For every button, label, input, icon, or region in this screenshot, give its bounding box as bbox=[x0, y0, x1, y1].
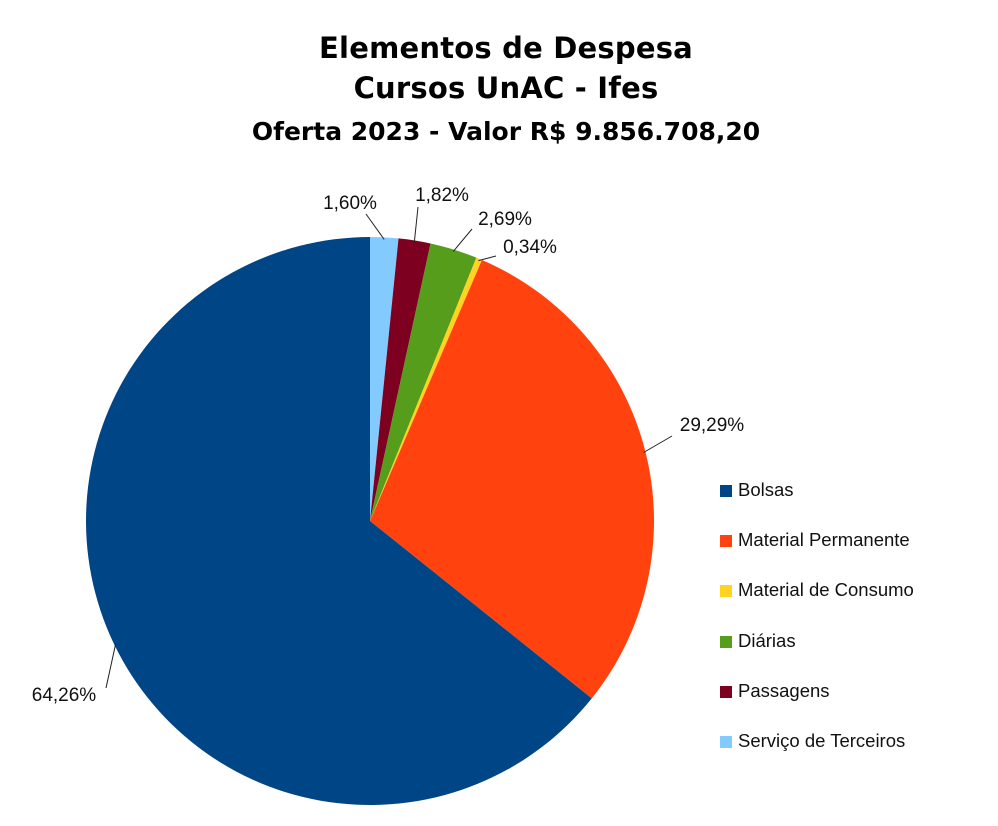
data-label-passagens: 1,82% bbox=[415, 185, 469, 206]
data-label-diarias: 2,69% bbox=[478, 209, 532, 230]
legend-swatch bbox=[720, 635, 732, 648]
chart-title: Elementos de Despesa Cursos UnAC - Ifes … bbox=[0, 28, 998, 156]
legend-label: Material de Consumo bbox=[738, 579, 914, 601]
leader-line-servico-de-terceiros bbox=[365, 213, 385, 240]
chart-title-line-2: Cursos UnAC - Ifes bbox=[353, 71, 659, 105]
chart-title-line-1: Elementos de Despesa bbox=[319, 31, 693, 65]
legend-item-material-permanente: Material Permanente bbox=[720, 528, 914, 578]
leader-line-bolsas bbox=[105, 643, 117, 689]
chart-subtitle: Oferta 2023 - Valor R$ 9.856.708,20 bbox=[251, 117, 761, 146]
legend-label: Serviço de Terceiros bbox=[738, 729, 906, 751]
data-label-material-de-consumo: 0,34% bbox=[503, 237, 557, 258]
legend-swatch bbox=[720, 685, 732, 698]
leader-line-material-de-consumo bbox=[478, 255, 497, 262]
chart-legend: Bolsas Material Permanente Material de Con… bbox=[720, 478, 914, 779]
pie-slice-servico-de-terceiros bbox=[370, 237, 399, 521]
legend-item-bolsas: Bolsas bbox=[720, 478, 914, 528]
pie-slice-material-de-consumo bbox=[370, 257, 482, 521]
pie-slice-material-permanente bbox=[370, 260, 655, 699]
legend-label: Material Permanente bbox=[738, 529, 910, 551]
legend-swatch bbox=[720, 585, 732, 598]
pie-slice-passagens bbox=[370, 238, 431, 522]
leader-line-material-permanente bbox=[643, 435, 673, 453]
legend-swatch bbox=[720, 735, 732, 748]
legend-swatch bbox=[720, 485, 732, 497]
data-label-bolsas: 64,26% bbox=[32, 685, 97, 706]
legend-item-servico-de-terceiros: Serviço de Terceiros bbox=[720, 729, 914, 779]
legend-item-passagens: Passagens bbox=[720, 679, 914, 729]
leader-line-diarias bbox=[452, 228, 473, 252]
data-label-material-permanente: 29,29% bbox=[680, 415, 745, 436]
pie-slice-bolsas bbox=[86, 237, 592, 805]
legend-label: Passagens bbox=[738, 679, 830, 701]
leader-line-passagens bbox=[413, 206, 419, 243]
legend-label: Diárias bbox=[738, 629, 796, 651]
legend-swatch bbox=[720, 535, 732, 548]
legend-item-diarias: Diárias bbox=[720, 629, 914, 679]
pie-slice-diarias bbox=[370, 243, 477, 521]
data-label-servico-de-terceiros: 1,60% bbox=[323, 193, 377, 214]
legend-label: Bolsas bbox=[738, 479, 794, 500]
legend-item-material-de-consumo: Material de Consumo bbox=[720, 578, 914, 628]
